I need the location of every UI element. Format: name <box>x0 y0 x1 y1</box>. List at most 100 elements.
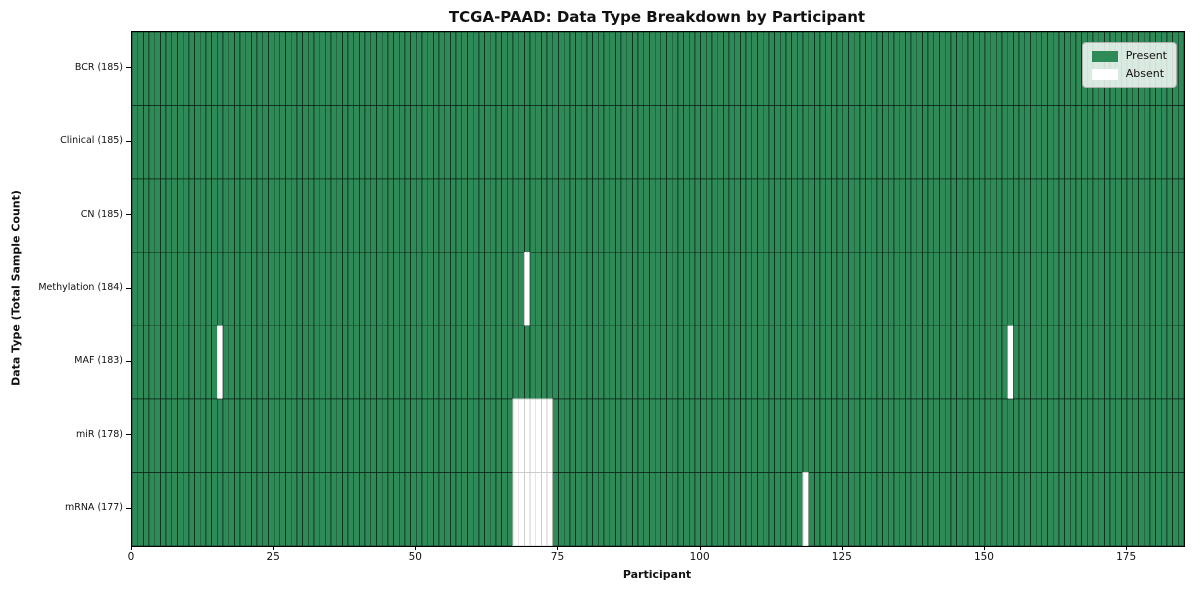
cell-CN-p19-present <box>239 178 247 253</box>
cell-CN-p86-present <box>620 178 628 253</box>
cell-Clinical-p71-present <box>535 105 542 180</box>
cell-Methylation-p11-present <box>194 251 201 327</box>
cell-mRNA-p152-present <box>995 472 1003 546</box>
cell-CN-p104-present <box>722 178 730 253</box>
cell-MAF-p8-present <box>177 325 184 400</box>
cell-mRNA-p177-present <box>1138 472 1145 546</box>
cell-MAF-p125-present <box>842 325 849 400</box>
cell-CN-p14-present <box>211 178 218 253</box>
cell-Methylation-p159-present <box>1035 251 1043 327</box>
cell-Methylation-p87-present <box>626 251 633 327</box>
cell-Methylation-p5-present <box>160 251 167 327</box>
cell-MAF-p96-present <box>677 325 684 400</box>
cell-CN-p79-present <box>580 178 588 253</box>
cell-CN-p74-present <box>552 178 559 253</box>
cell-miR-p22-present <box>256 398 264 473</box>
cell-miR-p58-present <box>461 398 468 473</box>
cell-Clinical-p73-present <box>546 105 554 180</box>
cell-MAF-p90-present <box>643 325 650 400</box>
cell-Clinical-p47-present <box>398 105 406 180</box>
cell-Clinical-p143-present <box>944 105 952 180</box>
cell-MAF-p52-present <box>427 325 434 400</box>
cell-mRNA-p49-present <box>410 472 417 546</box>
legend: Present Absent <box>1081 42 1177 88</box>
cell-CN-p30-present <box>302 178 309 253</box>
cell-BCR-p33-present <box>319 32 326 106</box>
cell-mRNA-p108-present <box>745 472 753 546</box>
cell-mRNA-p103-present <box>717 472 724 546</box>
cell-BCR-p16-present <box>222 32 230 106</box>
cell-Methylation-p61-present <box>478 251 485 327</box>
cell-CN-p155-present <box>1013 178 1020 253</box>
cell-CN-p116-present <box>791 178 798 253</box>
cell-Methylation-p112-present <box>768 251 775 327</box>
cell-MAF-p83-present <box>603 325 611 400</box>
cell-CN-p100-present <box>700 178 707 253</box>
cell-Clinical-p48-present <box>404 105 412 180</box>
cell-miR-p63-present <box>489 398 497 473</box>
cell-CN-p129-present <box>865 178 872 253</box>
cell-Methylation-p48-present <box>404 251 412 327</box>
cell-Methylation-p140-present <box>927 251 935 327</box>
cell-miR-p105-present <box>728 398 736 473</box>
cell-BCR-p95-present <box>671 32 679 106</box>
cell-Clinical-p78-present <box>575 105 582 180</box>
cell-Clinical-p130-present <box>870 105 878 180</box>
cell-BCR-p157-present <box>1024 32 1031 106</box>
x-tick-mark <box>983 546 985 550</box>
cell-MAF-p173-present <box>1115 325 1122 400</box>
cell-mRNA-p168-present <box>1086 472 1094 546</box>
cell-MAF-p182-present <box>1166 325 1174 400</box>
cell-miR-p41-present <box>364 398 372 473</box>
cell-CN-p137-present <box>910 178 918 253</box>
cell-miR-p43-present <box>376 398 383 473</box>
cell-CN-p22-present <box>256 178 264 253</box>
cell-CN-p110-present <box>757 178 764 253</box>
cell-MAF-p54-present <box>438 325 446 400</box>
cell-Methylation-p35-present <box>330 251 338 327</box>
cell-mRNA-p126-present <box>848 472 855 546</box>
cell-Methylation-p126-present <box>848 251 855 327</box>
x-tick-label-125: 125 <box>831 551 852 563</box>
cell-Clinical-p126-present <box>848 105 855 180</box>
cell-MAF-p119-present <box>808 325 815 400</box>
cell-CN-p172-present <box>1109 178 1117 253</box>
cell-mRNA-p175-present <box>1126 472 1134 546</box>
cell-miR-p102-present <box>711 398 719 473</box>
cell-CN-p3-present <box>148 178 156 253</box>
cell-Clinical-p150-present <box>984 105 992 180</box>
cell-Methylation-p39-present <box>353 251 360 327</box>
y-tick-mark <box>126 507 131 509</box>
cell-mRNA-p63-present <box>489 472 497 546</box>
cell-CN-p16-present <box>222 178 230 253</box>
cell-CN-p144-present <box>950 178 957 253</box>
cell-MAF-p74-present <box>552 325 559 400</box>
cell-Clinical-p113-present <box>774 105 781 180</box>
cell-CN-p154-present <box>1007 178 1014 253</box>
cell-CN-p66-present <box>506 178 514 253</box>
cell-miR-p117-present <box>796 398 804 473</box>
cell-BCR-p121-present <box>819 32 827 106</box>
cell-miR-p10-present <box>188 398 195 473</box>
cell-Clinical-p158-present <box>1030 105 1037 180</box>
cell-Methylation-p176-present <box>1132 251 1139 327</box>
cell-Methylation-p10-present <box>188 251 195 327</box>
cell-Methylation-p167-present <box>1081 251 1088 327</box>
cell-mRNA-p4-present <box>154 472 161 546</box>
cell-BCR-p13-present <box>205 32 213 106</box>
cell-Methylation-p9-present <box>182 251 190 327</box>
cell-miR-p165-present <box>1069 398 1077 473</box>
cell-miR-p35-present <box>330 398 338 473</box>
cell-mRNA-p51-present <box>421 472 429 546</box>
cell-Clinical-p184-present <box>1177 105 1184 180</box>
cell-miR-p149-present <box>978 398 986 473</box>
cell-BCR-p111-present <box>762 32 770 106</box>
cell-miR-p91-present <box>649 398 656 473</box>
cell-MAF-p2-present <box>142 325 150 400</box>
cell-Methylation-p146-present <box>961 251 969 327</box>
cell-BCR-p142-present <box>939 32 946 106</box>
cell-MAF-p10-present <box>188 325 195 400</box>
cell-BCR-p140-present <box>927 32 935 106</box>
cell-MAF-p5-present <box>160 325 167 400</box>
cell-Methylation-p78-present <box>575 251 582 327</box>
